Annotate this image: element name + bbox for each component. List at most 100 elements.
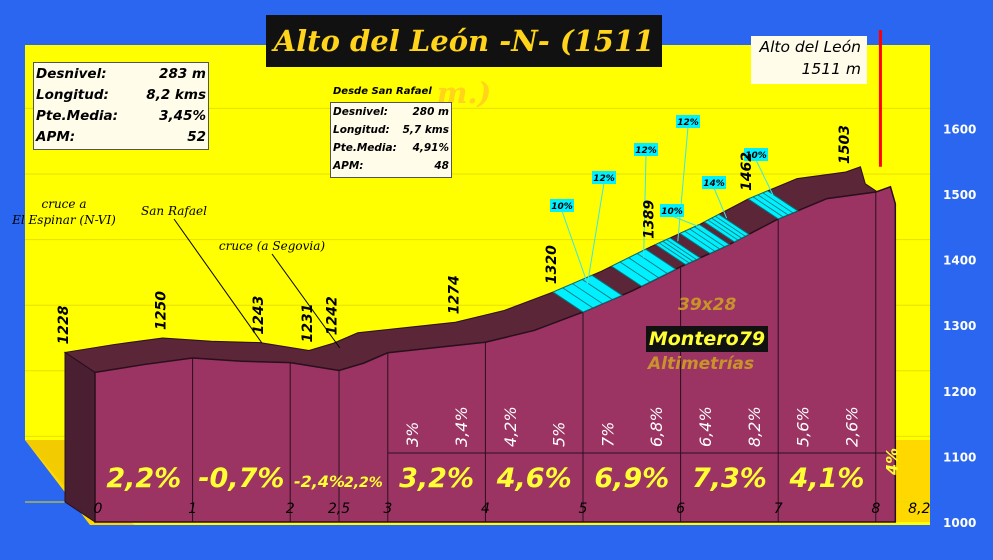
brand-name: Montero79: [648, 328, 766, 350]
steep-stripe: [715, 215, 746, 237]
y-tick-label: 1100: [943, 450, 976, 464]
steep-stripe: [694, 226, 725, 248]
y-tick-label: 1000: [943, 516, 976, 530]
x-tick-label: 8,2: [908, 501, 930, 517]
title-box: Alto del León -N- (1511 m.): [266, 15, 662, 110]
steep-stripe: [628, 257, 659, 279]
km-gradient-label: 5%: [550, 422, 569, 447]
steep-label: 12%: [677, 118, 699, 128]
altitude-label: 1242: [324, 296, 340, 335]
profile-front-face: [94, 185, 897, 523]
stats-row: Pte.Media: 3,45%: [34, 105, 208, 126]
section-gradient-label: 4,1%: [789, 463, 865, 494]
steep-label: 14%: [703, 179, 725, 189]
stats-row: Longitud: 5,7 kms: [331, 121, 451, 139]
stats-row: APM: 48: [331, 157, 451, 175]
steep-leader: [561, 210, 588, 284]
altitude-label: 1503: [837, 125, 853, 164]
x-tick-label: 0: [94, 501, 103, 517]
steep-leader: [677, 126, 689, 242]
steep-stripe: [689, 228, 720, 250]
stats-value: 5,7 kms: [402, 124, 449, 136]
stats-label: Desnivel:: [36, 65, 107, 82]
scale-label: 39x28: [678, 295, 737, 315]
stats-value: 283 m: [159, 65, 206, 82]
section-gradient-label: -0,7%: [198, 463, 284, 494]
km-gradient-label: 6,8%: [647, 406, 666, 447]
stats-label: Pte.Media:: [333, 142, 397, 154]
x-tick-label: 2,5: [328, 501, 350, 517]
altitude-label: 1228: [56, 305, 72, 344]
altitude-label: 1320: [544, 245, 560, 284]
stats-value: 4,91%: [412, 142, 449, 154]
altitude-label: 1231: [300, 303, 316, 342]
steep-label: 10%: [661, 207, 683, 217]
altitude-label: 1389: [642, 200, 658, 239]
page-title: Alto del León -N- (1511 m.): [273, 24, 655, 110]
steep-label: 10%: [745, 151, 767, 161]
steep-stripe: [572, 283, 603, 305]
x-tick-label: 4: [481, 501, 490, 517]
altitude-label: 1243: [251, 296, 267, 335]
stats-label: Longitud:: [333, 124, 390, 136]
stats-value: 280 m: [412, 106, 449, 118]
altitude-label: 1462: [739, 152, 755, 191]
stats-value: 48: [434, 160, 449, 172]
steep-stripe: [752, 196, 784, 218]
section-gradient-label: 7,3%: [692, 463, 767, 494]
steep-label-bg: [634, 143, 658, 156]
steep-leader: [755, 159, 774, 196]
y-tick-label: 1200: [943, 385, 976, 399]
x-tick-label: 8: [871, 501, 880, 517]
landmark-label: cruce a: [42, 197, 87, 211]
x-tick-label: 1: [188, 501, 197, 517]
section-gradient-label: 4,6%: [496, 463, 572, 494]
steep-label-bg: [550, 199, 574, 212]
x-tick-label: 3: [383, 501, 392, 517]
x-tick-label: 6: [676, 501, 685, 517]
landmark-label: cruce (a Segovia): [219, 239, 325, 253]
landmark-leader: [173, 218, 263, 343]
y-tick-label: 1500: [943, 188, 976, 202]
altitude-label: 1274: [446, 275, 462, 314]
steep-leader: [671, 215, 705, 230]
km-gradient-label: 2,6%: [842, 406, 861, 447]
steep-stripe: [757, 194, 789, 216]
steep-label-bg: [676, 115, 700, 128]
landmark-label: San Rafael: [141, 204, 207, 218]
steep-label: 10%: [551, 202, 573, 212]
steep-label-bg: [702, 176, 726, 189]
stats-label: Desnivel:: [333, 106, 388, 118]
steep-stripe: [762, 192, 794, 214]
brand-box: Montero79: [646, 326, 768, 352]
summit-altitude: 1511 m: [801, 60, 861, 78]
stats-secondary-title: Desde San Rafael: [333, 86, 432, 97]
stats-label: APM:: [333, 160, 364, 172]
stats-main: Desnivel: 283 m Longitud: 8,2 kms Pte.Medi…: [33, 62, 209, 150]
landmark-leader: [271, 253, 341, 349]
stats-value: 3,45%: [159, 107, 206, 124]
steep-leader: [713, 187, 728, 219]
steep-stripe: [662, 240, 694, 262]
section-gradient-label: 2,2%: [344, 475, 383, 491]
steep-stripe: [562, 287, 593, 309]
stats-value: 8,2 kms: [146, 86, 206, 103]
stats-row: Longitud: 8,2 kms: [34, 84, 208, 105]
section-gradient-label: 3,2%: [399, 463, 474, 494]
steep-label-bg: [744, 148, 768, 161]
brand-subtitle: Altimetrías: [648, 354, 755, 374]
steep-stripe: [636, 253, 668, 274]
section-gradient-label: 4%: [883, 448, 902, 476]
km-gradient-label: 7%: [598, 422, 617, 447]
steep-stripe: [658, 242, 690, 264]
profile-left-face: [64, 351, 96, 523]
steep-label: 12%: [593, 174, 615, 184]
km-gradient-label: 3,4%: [452, 406, 471, 447]
y-tick-label: 1300: [943, 319, 976, 333]
stats-row: APM: 52: [34, 126, 208, 147]
steep-stripe: [711, 217, 742, 239]
stats-label: APM:: [36, 128, 76, 145]
landmark-label: El Espinar (N-VI): [11, 213, 116, 227]
stats-row: Desnivel: 283 m: [34, 63, 208, 84]
